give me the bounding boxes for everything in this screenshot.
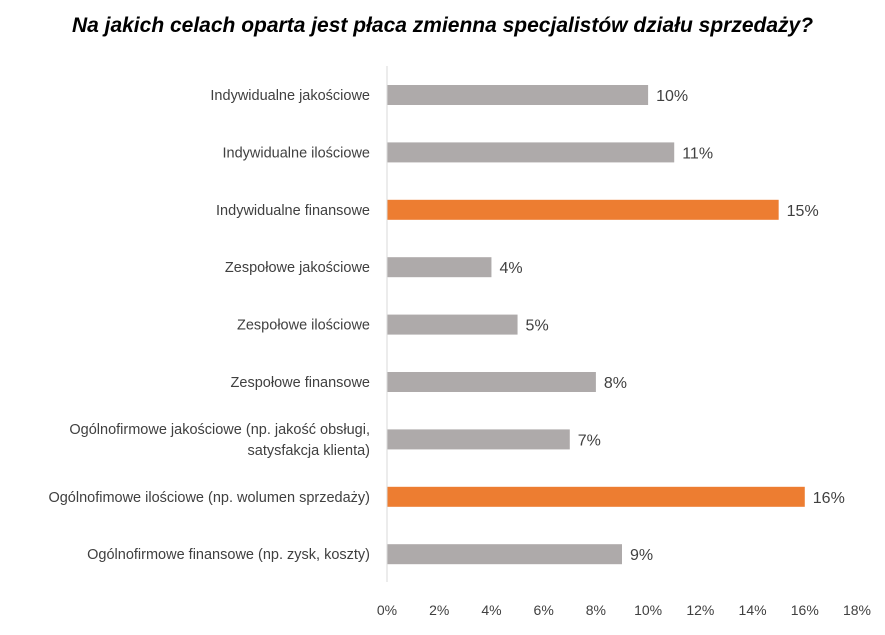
data-label: 7% (578, 432, 601, 449)
category-label: Indywidualne jakościowe (210, 88, 370, 104)
category-label: Ogólnofimowe ilościowe (np. wolumen sprz… (48, 490, 370, 506)
category-label: Ogólnofirmowe finansowe (np. zysk, koszt… (87, 547, 370, 563)
x-tick-label: 8% (586, 602, 606, 618)
category-label: Indywidualne ilościowe (223, 145, 371, 161)
x-tick-label: 4% (481, 602, 501, 618)
x-tick-label: 2% (429, 602, 449, 618)
bar (387, 429, 570, 450)
data-label: 5% (526, 318, 549, 335)
x-tick-label: 10% (634, 602, 662, 618)
bars-group (387, 85, 805, 565)
data-label: 16% (813, 490, 845, 507)
category-label: Ogólnofirmowe jakościowe (np. jakość obs… (69, 422, 370, 438)
bar (387, 544, 622, 565)
x-tick-label: 14% (739, 602, 767, 618)
bar (387, 199, 779, 220)
x-axis-ticks: 0% 2% 4% 6% 8% 10% 12% 14% 16% 18% (377, 602, 871, 618)
bar (387, 372, 596, 392)
data-label: 15% (787, 203, 819, 220)
category-label: satysfakcja klienta) (248, 443, 371, 459)
bar (387, 85, 649, 105)
chart-title: Na jakich celach oparta jest płaca zmien… (71, 14, 814, 37)
category-label: Zespołowe jakościowe (225, 260, 370, 276)
data-label: 8% (604, 375, 627, 392)
x-tick-label: 0% (377, 602, 397, 618)
bar (387, 257, 492, 278)
bar (387, 142, 675, 163)
x-tick-label: 6% (534, 602, 554, 618)
category-label: Zespołowe finansowe (231, 375, 370, 391)
x-tick-label: 18% (843, 602, 871, 618)
data-label: 4% (499, 260, 522, 277)
x-tick-label: 12% (686, 602, 714, 618)
data-labels: 10% 11% 15% 4% 5% 8% 7% 16% 9% (499, 88, 844, 564)
data-label: 11% (682, 145, 713, 162)
category-label: Indywidualne finansowe (216, 203, 370, 219)
category-label: Zespołowe ilościowe (237, 318, 370, 334)
data-label: 9% (630, 547, 653, 564)
category-labels: Indywidualne jakościowe Indywidualne iloś… (48, 88, 370, 563)
bar (387, 486, 805, 507)
x-tick-label: 16% (791, 602, 819, 618)
bar (387, 314, 518, 335)
data-label: 10% (656, 88, 688, 105)
